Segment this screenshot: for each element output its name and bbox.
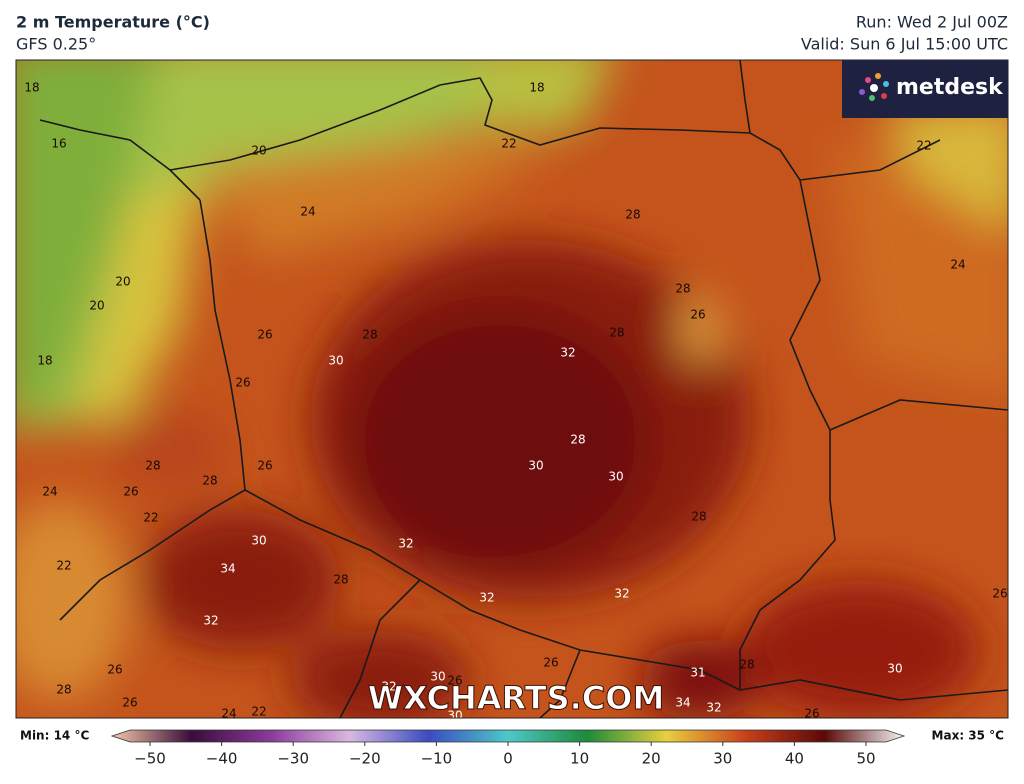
contour-label: 24 (300, 205, 315, 219)
contour-label: 28 (56, 683, 71, 697)
subtitle: GFS 0.25° (16, 35, 96, 54)
contour-label: 22 (143, 511, 158, 525)
contour-label: 30 (887, 662, 902, 676)
contour-label: 26 (235, 376, 250, 390)
contour-label: 26 (447, 674, 462, 688)
contour-label: 20 (89, 299, 104, 313)
contour-label: 18 (24, 81, 39, 95)
contour-label: 22 (56, 559, 71, 573)
watermark: WXCHARTS.COM (368, 679, 665, 717)
map-frame (15, 59, 1009, 719)
contour-label: 32 (479, 591, 494, 605)
contour-label: 22 (916, 139, 931, 153)
contour-label: 34 (220, 562, 235, 576)
logo-icon (859, 73, 889, 101)
contour-label: 32 (706, 701, 721, 715)
contour-label: 32 (398, 537, 413, 551)
contour-label: 28 (625, 208, 640, 222)
min-label: Min: 14 °C (20, 729, 89, 743)
contour-label: 32 (560, 346, 575, 360)
contour-label: 24 (950, 258, 965, 272)
colorbar: −50 −40 −30 −20 −10 0 10 20 30 40 50 (110, 729, 906, 768)
contour-label: 18 (529, 81, 544, 95)
valid-time: Valid: Sun 6 Jul 15:00 UTC (801, 35, 1008, 54)
colorbar-tick-label: 20 (642, 750, 661, 768)
contour-label: 26 (543, 656, 558, 670)
contour-label: 28 (691, 510, 706, 524)
max-label: Max: 35 °C (932, 729, 1005, 743)
contour-label: 28 (609, 326, 624, 340)
contour-label: 30 (430, 670, 445, 684)
colorbar-tick-label: −30 (277, 750, 309, 768)
contour-label: 20 (251, 144, 266, 158)
contour-label: 26 (122, 696, 137, 710)
contour-label: 31 (690, 666, 705, 680)
contour-label: 32 (381, 680, 396, 694)
colorbar-bar (110, 729, 906, 743)
borders (39, 60, 1008, 718)
contour-label: 28 (145, 459, 160, 473)
contour-label: 20 (115, 275, 130, 289)
colorbar-tick-label: −10 (421, 750, 453, 768)
contour-label: 28 (333, 573, 348, 587)
run-time: Run: Wed 2 Jul 00Z (856, 13, 1008, 32)
contour-label: 26 (804, 707, 819, 721)
contour-label: 18 (37, 354, 52, 368)
colorbar-tick-label: 40 (785, 750, 804, 768)
colorbar-tick-label: −20 (349, 750, 381, 768)
contour-label: 30 (328, 354, 343, 368)
colorbar-tick-label: −40 (206, 750, 238, 768)
contour-label: 28 (202, 474, 217, 488)
contour-label: 28 (570, 433, 585, 447)
colorbar-tick-label: 0 (503, 750, 513, 768)
contour-label: 28 (739, 658, 754, 672)
contour-label: 24 (42, 485, 57, 499)
contour-label: 32 (203, 614, 218, 628)
contour-label: 26 (257, 459, 272, 473)
contour-label: 22 (251, 705, 266, 719)
contour-label: 30 (251, 534, 266, 548)
colorbar-tick-label: 30 (713, 750, 732, 768)
contour-label: 32 (614, 587, 629, 601)
contour-label: 30 (608, 470, 623, 484)
contour-label: 22 (501, 137, 516, 151)
logo-box (842, 60, 1008, 118)
contour-label: 16 (51, 137, 66, 151)
contour-label: 30 (528, 459, 543, 473)
contour-label: 28 (675, 282, 690, 296)
colorbar-tick-label: 50 (856, 750, 875, 768)
contour-label: 24 (221, 707, 236, 721)
contour-label: 26 (992, 587, 1007, 601)
contour-label: 26 (107, 663, 122, 677)
title: 2 m Temperature (°C) (16, 13, 210, 32)
contour-label: 26 (123, 485, 138, 499)
contour-label: 30 (447, 709, 462, 723)
contour-label: 26 (690, 308, 705, 322)
colorbar-tick-label: −50 (134, 750, 166, 768)
contour-label: 34 (675, 696, 690, 710)
contour-label: 26 (257, 328, 272, 342)
brand: metdesk (896, 75, 1004, 100)
colorbar-tick-label: 10 (570, 750, 589, 768)
contour-label: 28 (362, 328, 377, 342)
